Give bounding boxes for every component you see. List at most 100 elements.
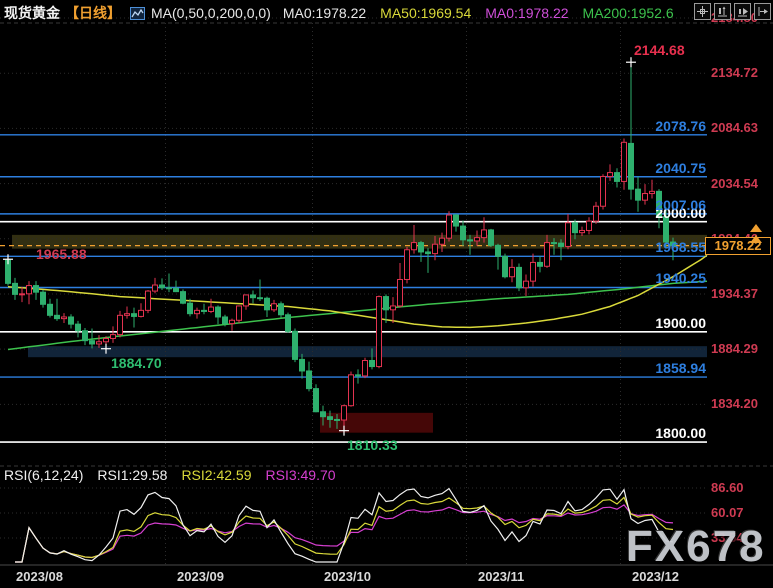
candlestick [439, 237, 445, 245]
candlestick [383, 296, 389, 311]
candlestick [516, 266, 522, 289]
candlestick [558, 242, 564, 247]
candlestick [306, 370, 312, 390]
candlestick [159, 284, 165, 289]
chart-type-icon[interactable] [130, 6, 145, 20]
ma-value-label: MA50:1969.54 [380, 5, 472, 21]
candlestick [61, 316, 67, 320]
candlestick [376, 296, 382, 368]
candlestick [481, 229, 487, 239]
add-indicator-pane-icon[interactable] [714, 3, 731, 20]
candlestick [124, 313, 130, 316]
candlestick [355, 374, 361, 377]
candlestick [222, 316, 228, 325]
candlestick [621, 141, 627, 182]
candlestick [369, 360, 375, 368]
candlestick [656, 190, 662, 218]
swing-level-label: 1965.88 [36, 246, 87, 262]
candlestick [89, 340, 95, 345]
ma-value-label: MA0:1978.22 [282, 5, 367, 21]
candlestick [446, 214, 452, 239]
candlestick [19, 293, 25, 296]
candlestick [208, 306, 214, 312]
candlestick [117, 314, 123, 336]
candlestick [600, 175, 606, 207]
candlestick [614, 172, 620, 182]
candlestick [243, 294, 249, 307]
candlestick [103, 337, 109, 343]
candlestick [565, 222, 571, 247]
main-chart-pane[interactable] [0, 23, 707, 463]
candlestick [544, 242, 550, 267]
candlestick [432, 243, 438, 255]
candlestick [320, 411, 326, 418]
candlestick [425, 251, 431, 255]
ma-value-label: MA0:1978.22 [485, 5, 569, 21]
candlestick [257, 297, 263, 300]
candlestick [537, 261, 543, 267]
candlestick [530, 261, 536, 282]
candlestick [236, 305, 242, 321]
candlestick [418, 242, 424, 253]
rsi1-line [15, 487, 674, 563]
candlestick [278, 303, 284, 316]
candlestick [145, 290, 151, 311]
candlestick [642, 193, 648, 201]
candlestick [12, 282, 18, 295]
candlestick [299, 358, 305, 372]
candlestick [460, 225, 466, 241]
candlestick [264, 297, 270, 311]
collapse-pane-icon[interactable] [754, 3, 771, 20]
candlestick [40, 291, 46, 305]
candlestick [579, 229, 585, 234]
candlestick [362, 360, 368, 377]
candlestick [453, 214, 459, 227]
chart-header: 现货黄金 【日线】 MA(0,50,0,200,0,0) MA0:1978.22… [4, 3, 688, 23]
rsi-settings-label: RSI(6,12,24) [4, 467, 84, 483]
ma-value-label: MA200:1952.6 [582, 5, 674, 21]
candlestick [313, 388, 319, 413]
candlestick [390, 305, 396, 311]
rsi2-line [15, 496, 674, 563]
candlestick [397, 279, 403, 307]
candlestick [495, 244, 501, 257]
candlestick [173, 287, 179, 293]
ma-values: MA0:1978.22 MA50:1969.54 MA0:1978.22 MA200:… [283, 5, 688, 21]
timeframe-label[interactable]: 【日线】 [65, 5, 121, 21]
candlestick [82, 330, 88, 342]
rsi-value-label: RSI2:42.59 [181, 467, 252, 483]
candlestick [334, 418, 340, 421]
candlestick [467, 239, 473, 242]
candlestick [649, 190, 655, 195]
candlestick [628, 142, 634, 190]
candlestick [180, 291, 186, 304]
candlestick [663, 216, 669, 243]
candlestick [96, 341, 102, 345]
next-indicator-pane-icon[interactable] [734, 3, 751, 20]
candlestick [404, 249, 410, 281]
candlestick [292, 330, 298, 360]
candlestick [47, 303, 53, 316]
price-up-arrow-icon [750, 235, 762, 243]
candlestick [607, 172, 613, 177]
candlestick [131, 313, 137, 317]
symbol-title: 现货黄金 [4, 5, 60, 21]
ma50-line [7, 254, 708, 329]
candlestick [75, 323, 81, 332]
rsi-value-label: RSI3:49.70 [265, 467, 336, 483]
candlestick [502, 255, 508, 278]
ma-settings-label: MA(0,50,0,200,0,0) [151, 5, 271, 21]
support-band-navy [28, 346, 707, 358]
candlestick [250, 294, 256, 299]
candlestick [271, 303, 277, 311]
candlestick [523, 280, 529, 289]
crosshair-icon[interactable] [694, 3, 711, 20]
candlestick [201, 309, 207, 312]
chart-toolbar [694, 3, 771, 20]
candlestick [509, 266, 515, 278]
rsi-values: RSI1:29.58 RSI2:42.59 RSI3:49.70 [97, 467, 349, 483]
candlestick [551, 242, 557, 245]
candlestick [285, 314, 291, 332]
candlestick [54, 314, 60, 320]
